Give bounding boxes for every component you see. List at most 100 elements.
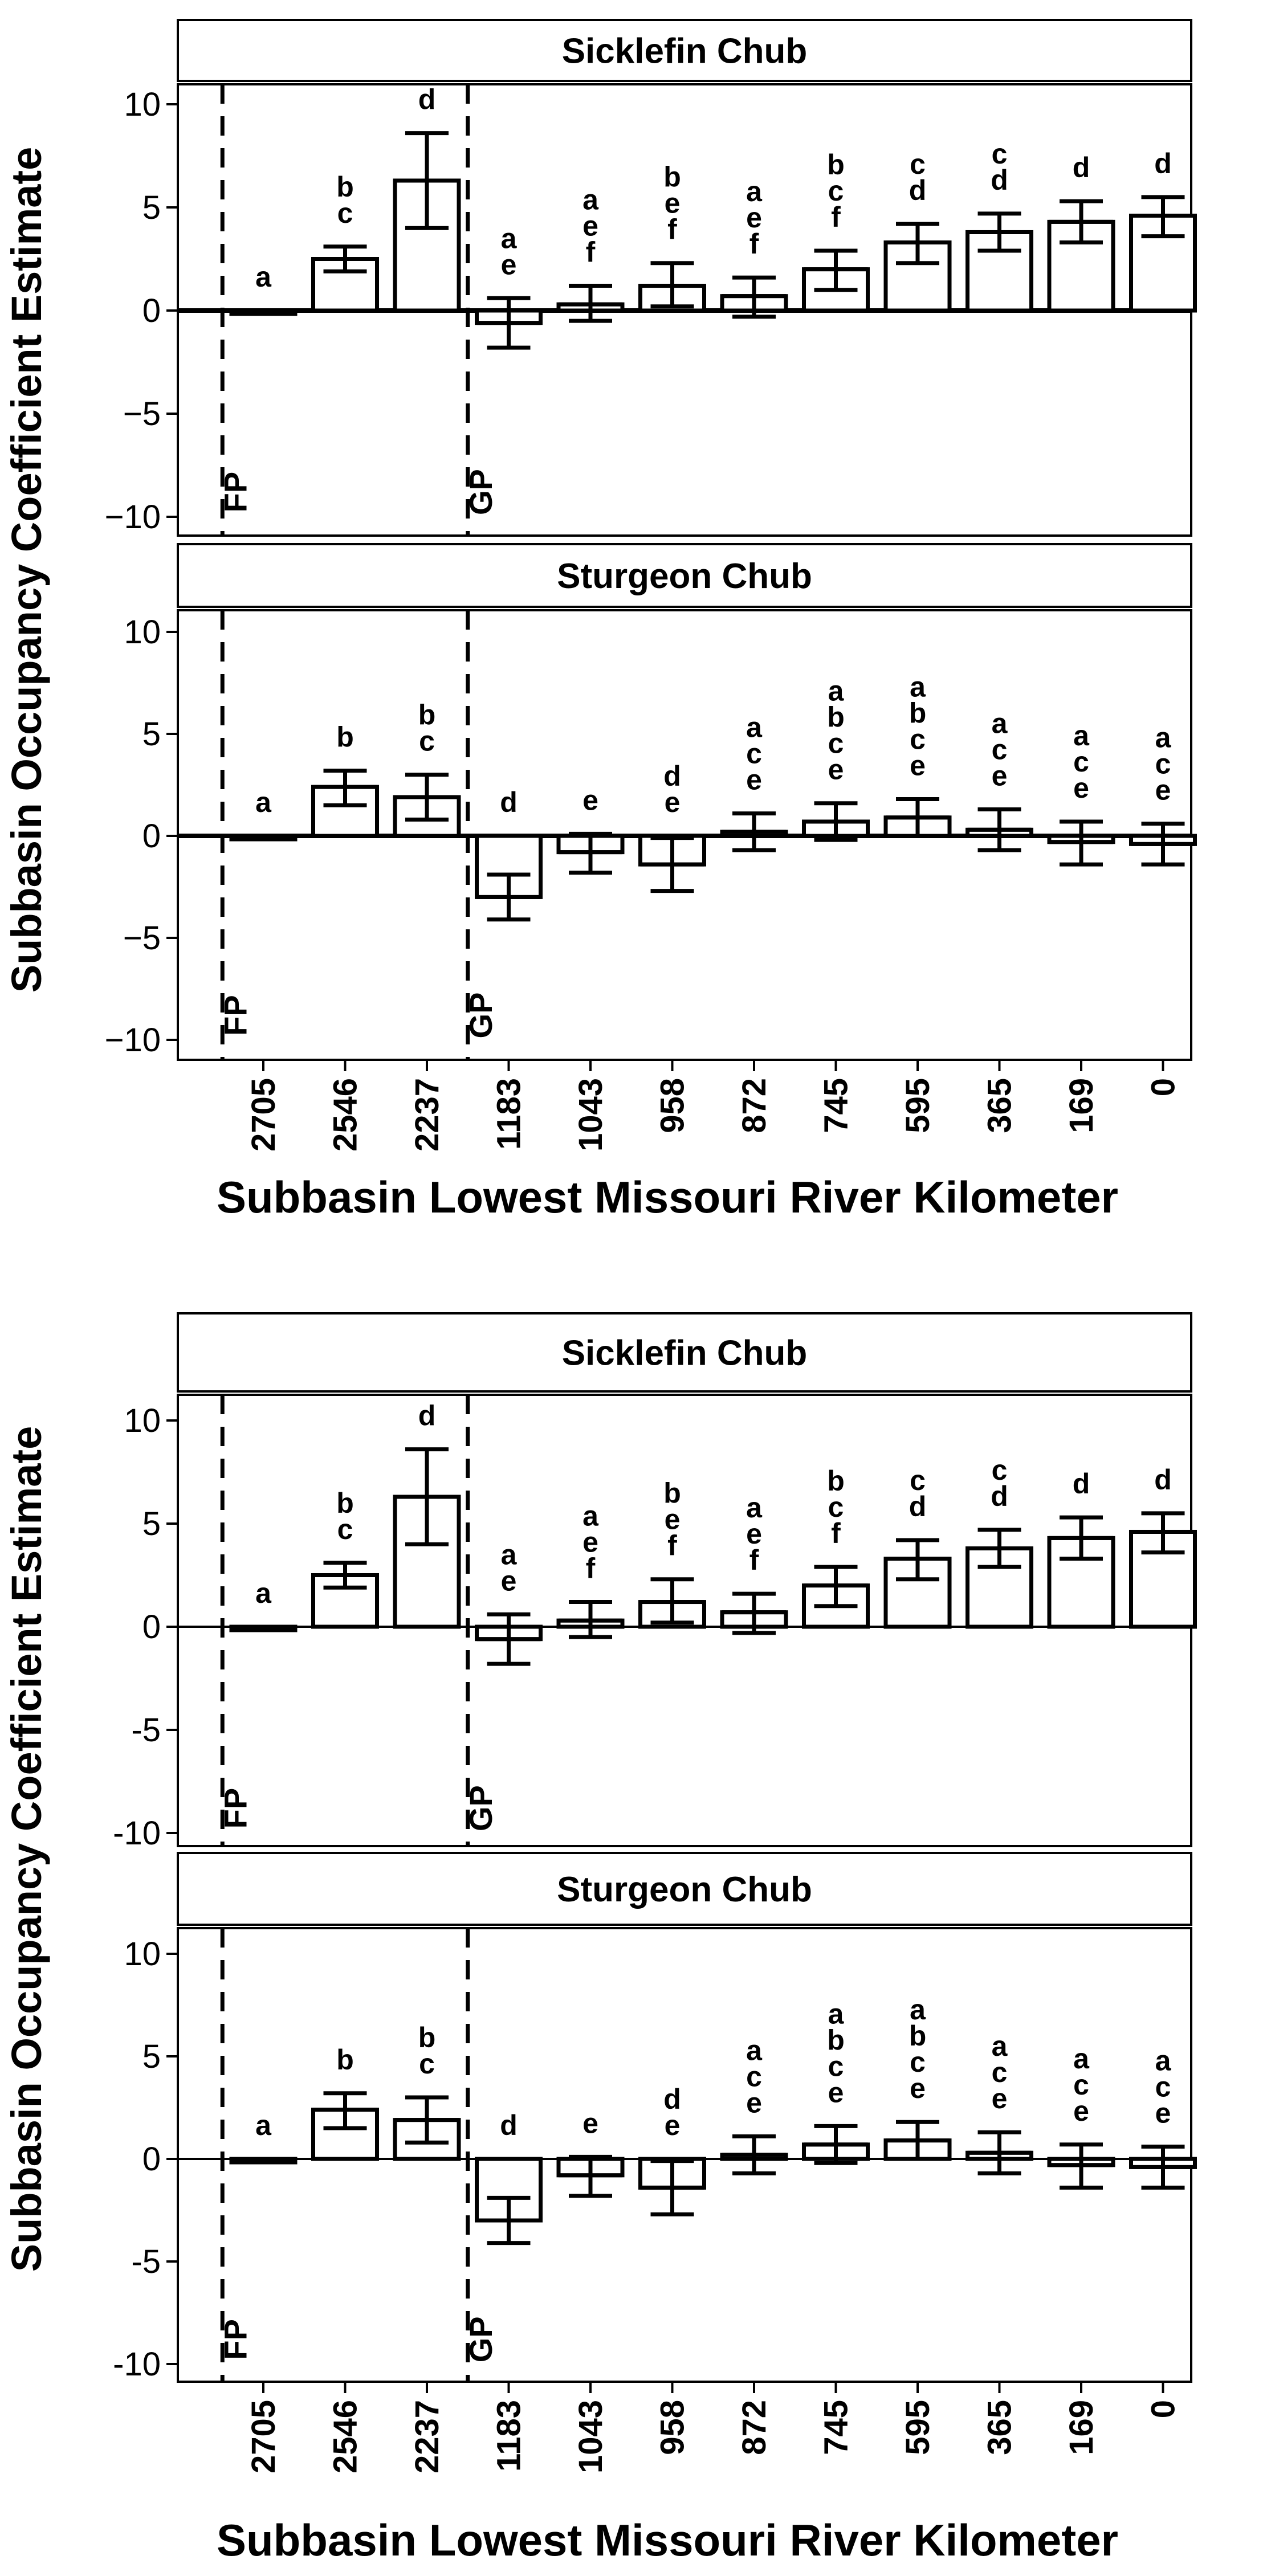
panel-sicklefin-chub: Sicklefin Chub 10 5 0 −5 −10 FP GP a b c d a e a e f b e f a… [105, 19, 1197, 537]
significance-letters: d [1073, 152, 1090, 183]
x-tick-label: 1043 [572, 1078, 609, 1152]
reference-line-label: FP [217, 1788, 253, 1829]
figure-1: Subbasin Occupancy Coefficient Estimate S… [3, 19, 1197, 1222]
panel-strip [177, 19, 1192, 82]
panel-strip [177, 1852, 1192, 1926]
reference-line-label: GP [463, 2316, 499, 2362]
significance-letters: b [336, 2044, 354, 2076]
reference-line-label: FP [217, 995, 253, 1036]
significance-letters: b [336, 721, 354, 753]
significance-letters: e [582, 2107, 598, 2139]
significance-letters: d [418, 84, 436, 116]
y-tick-label: -5 [131, 1712, 161, 1749]
reference-line-label: GP [463, 1785, 499, 1831]
y-tick-label: 5 [142, 716, 161, 753]
y-tick-label: 0 [142, 1609, 161, 1646]
significance-letters: d [418, 1400, 436, 1432]
x-tick-label: 365 [981, 2400, 1019, 2455]
significance-letters: d [500, 2109, 518, 2141]
bar [475, 834, 543, 899]
y-tick-label: 5 [142, 189, 161, 226]
y-tick-label: -5 [131, 2243, 161, 2280]
reference-line-label: FP [217, 472, 253, 513]
significance-letters: a [255, 1577, 272, 1609]
panel-title: Sturgeon Chub [557, 557, 812, 596]
y-tick-label: 10 [124, 1402, 161, 1439]
x-tick-label: 745 [818, 2400, 855, 2455]
significance-letters: a [255, 261, 272, 293]
y-tick-label: −10 [105, 499, 161, 536]
figure-2: Subbasin Occupancy Coefficient Estimate S… [3, 1312, 1197, 2565]
x-tick-label: 595 [899, 1078, 936, 1133]
y-axis-title: Subbasin Occupancy Coefficient Estimate [3, 1426, 50, 2272]
panel-strip [177, 1312, 1192, 1393]
y-tick-label: 0 [142, 818, 161, 855]
x-tick-label: 169 [1063, 1078, 1100, 1133]
reference-line-label: GP [463, 469, 499, 515]
x-tick-label: 2705 [245, 2400, 282, 2473]
significance-letters: d [1154, 148, 1172, 179]
y-tick-label: −5 [123, 920, 161, 957]
y-tick-label: 10 [124, 614, 161, 651]
x-tick-label: 2237 [409, 2400, 446, 2473]
y-tick-label: 5 [142, 1505, 161, 1542]
y-axis-title: Subbasin Occupancy Coefficient Estimate [3, 147, 50, 993]
x-tick-label: 595 [899, 2400, 936, 2455]
x-tick-label: 958 [654, 2400, 691, 2455]
reference-line-label: FP [217, 2319, 253, 2360]
x-tick-label: 169 [1063, 2400, 1100, 2455]
y-tick-label: 10 [124, 86, 161, 123]
significance-letters: d [1154, 1464, 1172, 1496]
x-tick-label: 0 [1145, 2400, 1182, 2418]
y-tick-label: 0 [142, 2141, 161, 2178]
x-tick-label: 2546 [327, 2400, 364, 2473]
significance-letters: d [1073, 1468, 1090, 1500]
x-axis-title: Subbasin Lowest Missouri River Kilometer [217, 1172, 1118, 1222]
x-tick-label: 365 [981, 1078, 1019, 1133]
x-tick-label: 958 [654, 1078, 691, 1133]
x-tick-label: 2237 [409, 1078, 446, 1152]
x-tick-label: 1043 [572, 2400, 609, 2473]
y-tick-label: -10 [113, 1815, 161, 1852]
panel-title: Sicklefin Chub [562, 1334, 808, 1373]
significance-letters: d [500, 786, 518, 818]
significance-letters: e [582, 784, 598, 816]
panel-strip [177, 543, 1192, 608]
significance-letters: a [255, 2109, 272, 2141]
y-tick-label: -10 [113, 2346, 161, 2383]
y-tick-label: 10 [124, 1936, 161, 1973]
x-tick-label: 1183 [491, 1078, 528, 1150]
panel-sicklefin-chub: Sicklefin Chub 10 5 0 -5 -10 FP GP a b c d a e a e f b e f a… [113, 1312, 1197, 1852]
